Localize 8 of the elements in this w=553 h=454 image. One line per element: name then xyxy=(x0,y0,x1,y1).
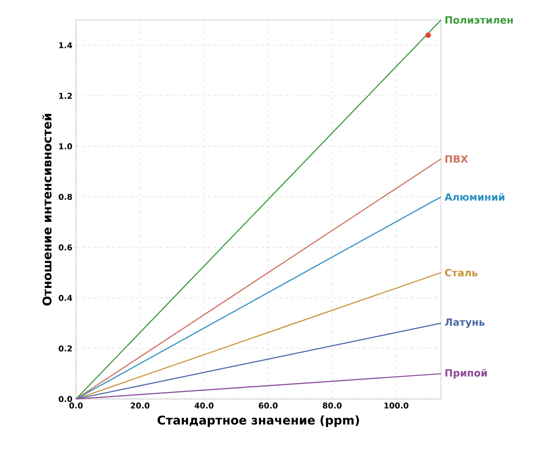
series-label: Сталь xyxy=(445,268,478,276)
series-label: Припой xyxy=(445,368,487,379)
x-axis-title: Стандартное значение (ppm) xyxy=(158,415,359,427)
series-label: Полиэтилен xyxy=(445,16,513,24)
series-label: Алюминий xyxy=(444,192,504,201)
series-label: Латунь xyxy=(444,318,485,328)
series-label: ПВХ xyxy=(445,155,468,163)
y-axis-title: Отношение интенсивностей xyxy=(42,114,52,306)
